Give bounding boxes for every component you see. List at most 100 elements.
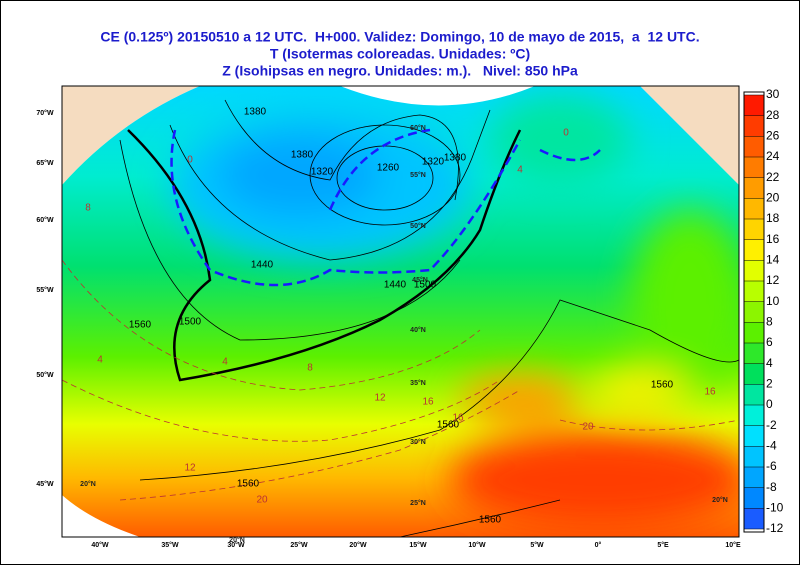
colorbar-label: -6 bbox=[766, 459, 777, 473]
colorbar-band bbox=[744, 95, 764, 116]
longitude-label: 5°W bbox=[530, 541, 544, 549]
isotherm-label: 20 bbox=[582, 422, 594, 433]
colorbar-label: 16 bbox=[766, 232, 780, 246]
contour-label: 1260 bbox=[377, 163, 400, 174]
colorbar-band bbox=[744, 405, 764, 426]
grid-label: 35°N bbox=[410, 379, 426, 387]
map-border bbox=[61, 85, 740, 538]
isohypses bbox=[119, 99, 740, 538]
contour-label: 1500 bbox=[414, 280, 437, 291]
colorbar-label: 14 bbox=[766, 253, 780, 267]
colorbar-band bbox=[744, 446, 764, 467]
isotherm-label: 12 bbox=[374, 393, 386, 404]
isohypse-1500 bbox=[127, 129, 522, 382]
title-line: T (Isotermas coloreadas. Unidades: ºC) bbox=[270, 46, 530, 62]
title-line: Z (Isohipsas en negro. Unidades: m.). Ni… bbox=[222, 63, 578, 79]
longitude-label: 35°W bbox=[161, 541, 179, 549]
longitude-label: 0° bbox=[595, 541, 602, 549]
colorbar-band bbox=[744, 198, 764, 219]
colorbar-band bbox=[744, 322, 764, 343]
grid-label: 50°N bbox=[410, 222, 426, 230]
colorbar-band bbox=[744, 467, 764, 488]
latitude-label: 65°W bbox=[36, 159, 54, 167]
colorbar-label: -12 bbox=[766, 521, 784, 535]
grid-label: 45°N bbox=[412, 276, 428, 284]
colorbar-label: 4 bbox=[766, 356, 773, 370]
isotherm-label: 16 bbox=[452, 413, 464, 424]
colorbar-label: 18 bbox=[766, 211, 780, 225]
colorbar-band bbox=[744, 281, 764, 302]
title-line: CE (0.125º) 20150510 a 12 UTC. H+000. Va… bbox=[100, 29, 699, 45]
colorbar-band bbox=[744, 384, 764, 405]
contour-label: 1500 bbox=[179, 317, 202, 328]
longitude-label: 40°W bbox=[91, 541, 109, 549]
colorbar-label: 24 bbox=[766, 149, 780, 163]
contour-label: 1320 bbox=[422, 157, 445, 168]
latitude-label: 60°W bbox=[36, 216, 54, 224]
colorbar-label: 10 bbox=[766, 294, 780, 308]
longitude-label: 10°W bbox=[468, 541, 486, 549]
latitude-label: 55°W bbox=[36, 286, 54, 294]
colorbar-band bbox=[744, 177, 764, 199]
contour-label: 1560 bbox=[237, 479, 260, 490]
isotherm-label: 16 bbox=[704, 387, 716, 398]
isotherm-label: 8 bbox=[85, 203, 91, 214]
contour-label: 1440 bbox=[384, 280, 407, 291]
isotherm-label: 4 bbox=[517, 165, 523, 176]
grid-label: 60°N bbox=[410, 124, 426, 132]
longitude-label: 30°W bbox=[227, 541, 245, 549]
colorbar-label: 28 bbox=[766, 108, 780, 122]
colorbar-band bbox=[744, 219, 764, 240]
colorbar-label: 22 bbox=[766, 170, 780, 184]
contour-label: 1380 bbox=[244, 107, 267, 118]
isotherm-label: 0 bbox=[187, 155, 193, 166]
colorbar-label: 26 bbox=[766, 129, 780, 143]
colorbar-band bbox=[744, 157, 764, 178]
isotherm-label: 0 bbox=[563, 128, 569, 139]
grid-label: 30°N bbox=[410, 438, 426, 446]
colorbar-band bbox=[744, 260, 764, 281]
isotherm-label: 16 bbox=[422, 397, 434, 408]
longitude-label: 20°W bbox=[349, 541, 367, 549]
longitude-label: 5°E bbox=[657, 541, 669, 549]
contour-label: 1560 bbox=[437, 420, 460, 431]
longitude-label: 10°E bbox=[725, 541, 741, 549]
colorbar-band bbox=[744, 343, 764, 364]
grid-label: 20°N bbox=[229, 536, 245, 544]
temperature-field bbox=[62, 86, 739, 537]
isotherm-label: 20 bbox=[256, 495, 268, 506]
longitude-label: 15°W bbox=[409, 541, 427, 549]
contour-label: 1560 bbox=[479, 515, 502, 526]
isotherm-label: 4 bbox=[222, 357, 228, 368]
colorbar-label: 20 bbox=[766, 191, 780, 205]
colorbar-band bbox=[744, 363, 764, 385]
colorbar-band bbox=[744, 115, 764, 137]
colorbar-band bbox=[744, 487, 764, 509]
colorbar-band bbox=[744, 239, 764, 261]
colorbar-label: -8 bbox=[766, 480, 777, 494]
isotherms bbox=[61, 259, 740, 501]
colorbar-border bbox=[743, 91, 765, 533]
colorbar-band bbox=[744, 136, 764, 157]
colorbar-label: 2 bbox=[766, 377, 773, 391]
colorbar-label: 6 bbox=[766, 335, 773, 349]
colorbar-label: 8 bbox=[766, 315, 773, 329]
latitude-label: 50°W bbox=[36, 371, 54, 379]
isotherm-label: 12 bbox=[184, 463, 196, 474]
zero-isotherm bbox=[170, 128, 601, 287]
contour-label: 1440 bbox=[251, 260, 274, 271]
colorbar-label: 30 bbox=[766, 87, 780, 101]
latitude-label: 45°W bbox=[36, 480, 54, 488]
colorbar-label: -2 bbox=[766, 418, 777, 432]
latitude-label: 70°W bbox=[36, 109, 54, 117]
isotherm-label: 4 bbox=[97, 355, 103, 366]
colorbar-band bbox=[744, 425, 764, 447]
grid-label: 20°N bbox=[712, 496, 728, 504]
colorbar-label: -4 bbox=[766, 439, 777, 453]
colorbar-label: 12 bbox=[766, 273, 780, 287]
longitude-label: 25°W bbox=[290, 541, 308, 549]
contour-label: 1380 bbox=[444, 153, 467, 164]
colorbar-band bbox=[744, 301, 764, 323]
grid-label: 40°N bbox=[410, 326, 426, 334]
grid-label: 55°N bbox=[410, 171, 426, 179]
